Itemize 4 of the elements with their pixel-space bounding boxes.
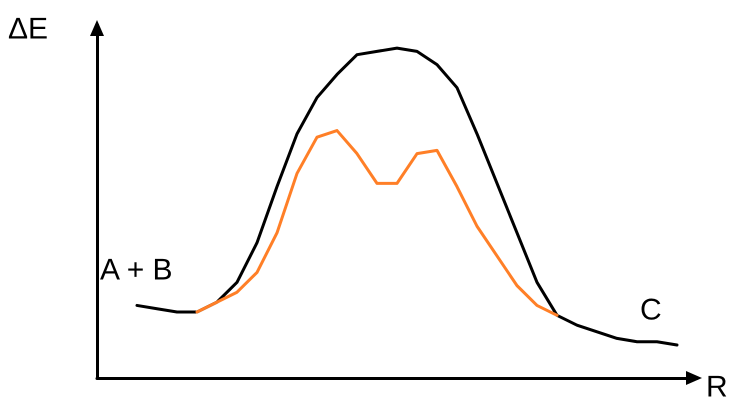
x-axis-title: R — [706, 370, 728, 404]
y-axis-title: ΔE — [8, 12, 48, 46]
annotation: C — [640, 294, 662, 326]
annotation: A + B — [100, 254, 173, 286]
